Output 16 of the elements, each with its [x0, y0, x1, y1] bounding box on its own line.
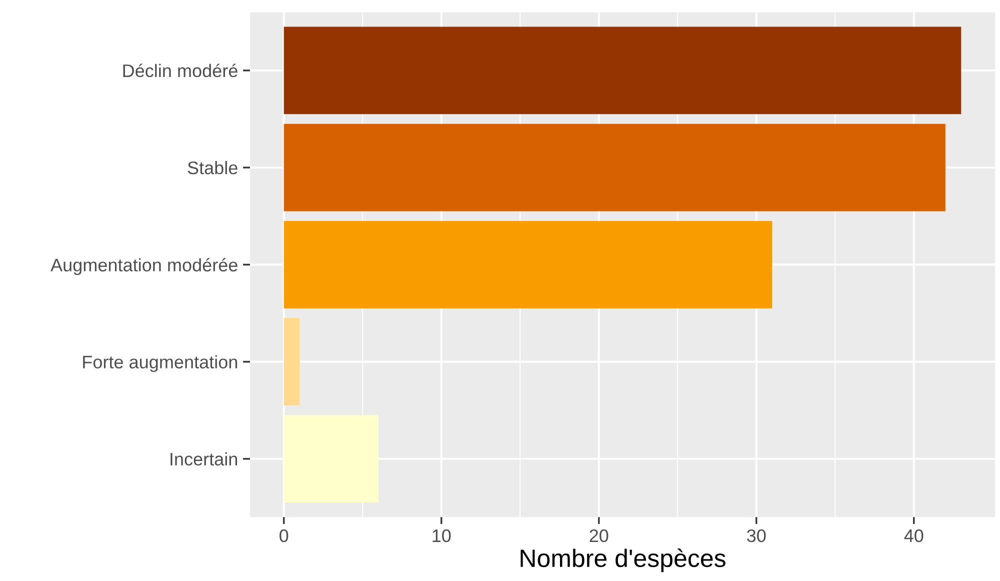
y-tick-label: Augmentation modérée	[50, 258, 238, 276]
x-tick-label: 10	[432, 529, 451, 542]
bar	[284, 220, 772, 308]
x-tick-label: 0	[280, 529, 288, 542]
y-tick-label: Déclin modéré	[123, 64, 238, 78]
bar	[284, 124, 946, 212]
x-tick-label: 20	[590, 529, 608, 542]
y-tick-label: Incertain	[170, 452, 238, 466]
x-axis-title: Nombre d'espèces	[520, 548, 726, 572]
x-tick-label: 30	[747, 529, 766, 542]
x-tick-label: 40	[904, 529, 924, 542]
bar	[284, 318, 300, 406]
bar	[284, 415, 378, 503]
bar	[284, 26, 962, 114]
y-tick-label: Stable	[188, 161, 238, 174]
y-tick-label: Forte augmentation	[83, 355, 238, 372]
